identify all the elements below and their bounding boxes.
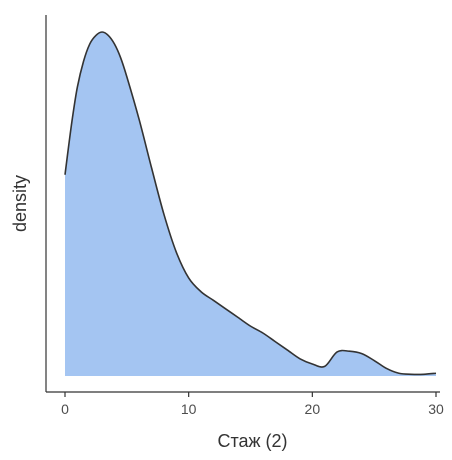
density-curve [64, 31, 437, 376]
x-tick-label: 30 [428, 401, 444, 417]
density-area [65, 32, 436, 376]
x-tick-label: 10 [181, 401, 197, 417]
x-tick-label: 20 [305, 401, 321, 417]
x-ticks: 0 10 20 30 [61, 392, 444, 417]
y-axis-title: density [10, 175, 30, 232]
x-axis-title: Стаж (2) [217, 431, 287, 451]
x-tick-label: 0 [61, 401, 69, 417]
